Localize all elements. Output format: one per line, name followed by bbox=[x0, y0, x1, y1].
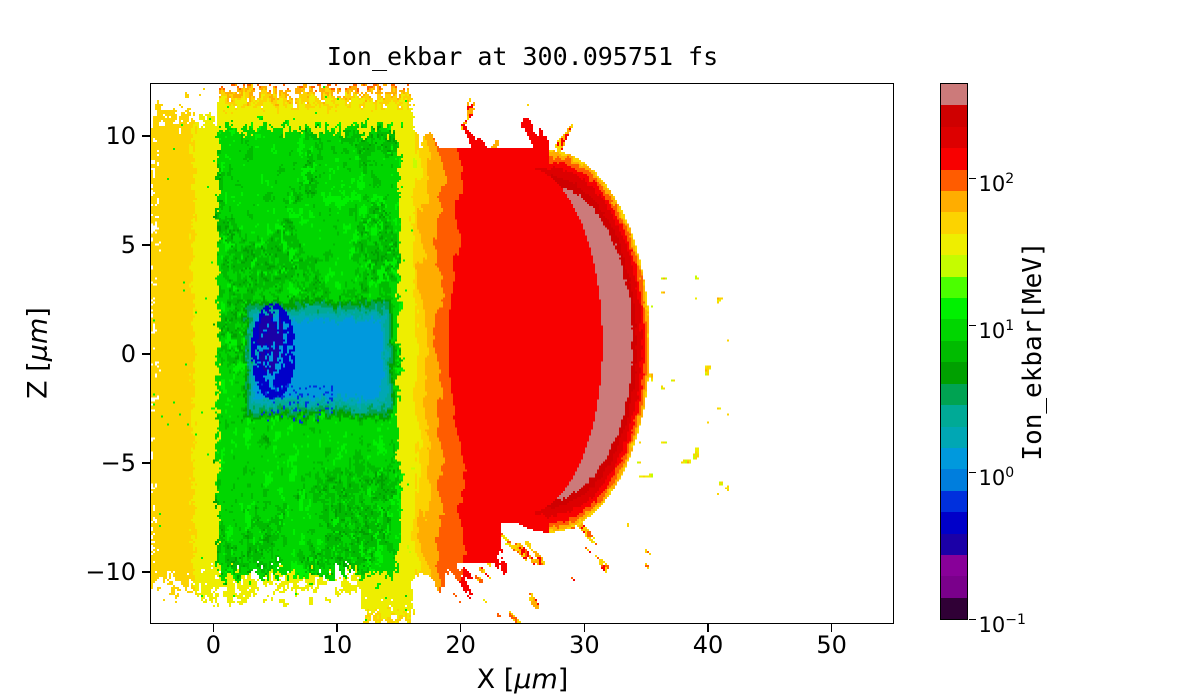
y-axis-label: Z [μm] bbox=[23, 307, 54, 399]
colorbar-band bbox=[941, 362, 967, 384]
colorbar-band bbox=[941, 340, 967, 363]
x-axis-label-mu: μm bbox=[514, 664, 558, 695]
colorbar-band bbox=[941, 383, 967, 406]
colorbar-tick-exponent: −1 bbox=[1005, 611, 1026, 628]
colorbar-band bbox=[941, 191, 967, 213]
x-tick-mark bbox=[336, 623, 338, 632]
y-axis-label-mu: μm bbox=[22, 317, 54, 362]
colorbar-tick-mark bbox=[969, 618, 976, 621]
colorbar-band bbox=[941, 447, 967, 470]
colorbar-band bbox=[941, 212, 967, 234]
colorbar-band bbox=[941, 84, 967, 106]
colorbar-band bbox=[941, 554, 967, 577]
colorbar-band bbox=[941, 233, 967, 256]
colorbar-band bbox=[941, 426, 967, 448]
colorbar-label: Ion_ekbar[MeV] bbox=[1018, 241, 1048, 461]
colorbar-band bbox=[941, 105, 967, 127]
x-tick-label: 50 bbox=[816, 630, 847, 659]
y-axis-label-post: ] bbox=[22, 307, 54, 318]
colorbar-tick-label: 101 bbox=[978, 312, 1015, 343]
colorbar-band bbox=[941, 148, 967, 170]
colorbar-band bbox=[941, 469, 967, 491]
colorbar-band bbox=[941, 405, 967, 427]
colorbar-tick-mark bbox=[969, 471, 976, 474]
y-tick-label: 5 bbox=[120, 230, 136, 259]
colorbar-tick-exponent: 1 bbox=[1005, 317, 1015, 334]
x-tick-mark bbox=[212, 623, 215, 632]
colorbar-band bbox=[941, 576, 967, 598]
colorbar bbox=[940, 83, 968, 620]
x-tick-mark bbox=[830, 623, 833, 632]
x-tick-label: 10 bbox=[321, 630, 353, 659]
chart-title: Ion_ekbar at 300.095751 fs bbox=[326, 42, 719, 71]
y-tick-mark bbox=[142, 353, 150, 355]
colorbar-tick-base: 10 bbox=[978, 612, 1006, 637]
colorbar-tick-label: 10−1 bbox=[978, 606, 1026, 637]
x-tick-label: 40 bbox=[692, 630, 724, 659]
colorbar-band bbox=[941, 533, 967, 555]
colorbar-band bbox=[941, 597, 967, 620]
y-tick-mark bbox=[142, 571, 150, 573]
colorbar-tick-base: 10 bbox=[978, 465, 1006, 490]
colorbar-tick-exponent: 2 bbox=[1005, 170, 1015, 187]
colorbar-tick-base: 10 bbox=[978, 318, 1006, 343]
x-tick-label: 30 bbox=[569, 630, 600, 659]
x-tick-label: 20 bbox=[445, 630, 476, 659]
y-tick-label: 0 bbox=[120, 340, 136, 368]
heatmap-canvas bbox=[151, 84, 893, 623]
y-tick-mark bbox=[142, 244, 150, 246]
colorbar-band bbox=[941, 512, 967, 534]
colorbar-tick-label: 102 bbox=[978, 165, 1015, 196]
y-tick-mark bbox=[142, 462, 150, 464]
colorbar-band bbox=[941, 298, 967, 320]
y-tick-label: −5 bbox=[100, 449, 136, 478]
colorbar-tick-exponent: 0 bbox=[1005, 464, 1015, 481]
y-axis-label-pre: Z [ bbox=[22, 361, 54, 399]
colorbar-bands bbox=[941, 84, 967, 620]
colorbar-band bbox=[941, 276, 967, 299]
colorbar-band bbox=[941, 126, 967, 149]
x-axis-label: X [μm] bbox=[150, 664, 895, 695]
x-axis-label-post: ] bbox=[557, 664, 569, 695]
colorbar-tick-label: 100 bbox=[978, 459, 1015, 490]
colorbar-tick-base: 10 bbox=[978, 171, 1006, 196]
x-tick-mark bbox=[583, 623, 586, 632]
plot-area bbox=[150, 83, 894, 624]
colorbar-band bbox=[941, 255, 967, 277]
x-tick-mark bbox=[707, 623, 709, 632]
x-tick-mark bbox=[459, 623, 462, 632]
colorbar-tick-mark bbox=[969, 324, 976, 327]
y-tick-label: −10 bbox=[85, 558, 136, 587]
y-tick-label: 10 bbox=[105, 121, 136, 150]
x-tick-label: 0 bbox=[205, 630, 221, 659]
colorbar-tick-mark bbox=[969, 177, 976, 180]
colorbar-band bbox=[941, 169, 967, 192]
colorbar-band bbox=[941, 319, 967, 341]
x-axis-label-pre: X [ bbox=[476, 664, 515, 695]
colorbar-band bbox=[941, 490, 967, 513]
y-tick-mark bbox=[142, 134, 150, 137]
